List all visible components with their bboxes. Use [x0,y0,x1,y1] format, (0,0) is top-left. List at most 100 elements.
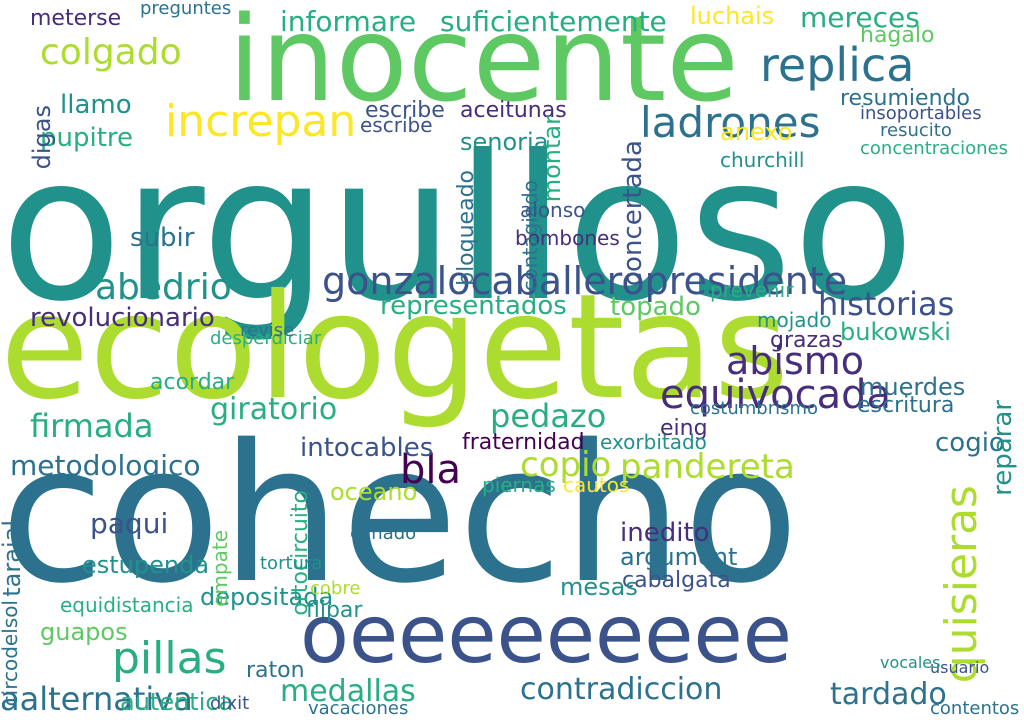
cloud-word: pupitre [40,123,134,153]
cloud-word: dixit [210,693,250,714]
cloud-word: acordar [150,370,235,395]
cloud-word: revise [240,320,295,341]
cloud-word: pandereta [620,447,795,487]
cloud-word: contentos [930,698,1020,719]
cloud-word: giratorio [210,392,338,427]
cloud-word: bukowski [840,318,951,346]
cloud-word: autentica [120,688,234,716]
cloud-word: desperdiciar [210,328,322,349]
cloud-word: ladrones [640,98,821,147]
cloud-word: subir [130,223,195,253]
cloud-word: informare [280,5,417,38]
cloud-word: usuario [930,658,990,677]
cloud-word: reparar [988,400,1018,496]
cloud-word: vacaciones [308,698,409,719]
cloud-word: abedrio [95,267,232,308]
cloud-word: firmada [30,407,154,445]
cloud-word: flipar [306,598,363,623]
cloud-word: oceano [330,478,418,506]
cloud-word: luchais [690,2,775,30]
cloud-word: increpan [165,96,357,147]
cloud-word: quisieras [936,485,987,684]
cloud-word: mesas [560,573,638,601]
cloud-word: representados [380,291,567,321]
cloud-word: empate [208,530,232,607]
cloud-word: tarajal [0,520,26,597]
cloud-word: guapos [40,618,128,646]
cloud-word: orgulloso [0,113,915,346]
cloud-word: aceitunas [460,98,567,123]
cloud-word: gonzalocaballeropresidente [322,259,848,303]
cloud-word: escritura [857,393,955,418]
cloud-word: equidistancia [60,593,194,617]
cloud-word: metodologico [10,449,201,482]
cloud-word: historias [818,285,955,323]
cloud-word: pedazo [490,397,607,435]
cloud-word: tardado [830,677,947,712]
cloud-word: paqui [90,507,169,540]
cloud-word: medallas [280,674,416,709]
cloud-word: meterse [30,6,122,31]
cloud-word: prevenir [710,278,794,302]
cloud-word: fraternidad [462,430,585,455]
cloud-word: escribe [365,98,445,123]
cloud-word: raton [246,658,305,683]
cloud-word: depositada [200,583,334,611]
cloud-word: copio [520,445,612,485]
cloud-word: circodelsol [0,600,22,707]
cloud-word: hagalo [860,23,935,48]
cloud-word: concentraciones [860,138,1008,159]
cloud-word: eing [660,416,708,441]
cloud-word: exorbitado [600,430,707,454]
cloud-word: piernas [482,473,556,497]
cloud-word: colgado [40,32,182,73]
cloud-word: bla [400,447,462,493]
cloud-word: insoportables [860,103,982,124]
cloud-word: muerdes [860,373,966,401]
cloud-word: anexo [720,118,793,146]
cloud-word: alonso [520,198,586,222]
cloud-word: equivocada [660,372,892,418]
cloud-word: mojado [757,308,832,332]
cloud-word: montar [538,115,566,203]
cloud-word: churchill [720,148,805,172]
cloud-word: concertada [618,140,648,287]
cloud-word: llamo [60,90,132,120]
cloud-word: mereces [800,1,920,34]
cloud-word: argument [620,543,738,571]
cloud-word: inocente [228,0,739,128]
cloud-word: cabalgata [622,568,731,593]
cloud-word: vocales [880,653,941,672]
cloud-word: contagiado [518,180,542,292]
cloud-word: topado [610,292,701,322]
cloud-word: escribe [360,113,433,137]
cloud-word: cobre [310,578,361,599]
cloud-word: suficientemente [440,5,667,38]
cloud-word: pillas [112,633,227,684]
cloud-word: cautos [563,473,630,497]
cloud-word: aalternativa [0,680,193,718]
cloud-word: ecologetas [0,263,790,432]
cloud-word: bloqueado [454,170,479,286]
cloud-word: tortura [260,553,323,574]
cloud-word: oeeeeeeeee [300,588,792,681]
cloud-word: contradiccion [520,672,723,707]
cloud-word: cohecho [0,404,800,625]
cloud-word: intocables [300,433,434,463]
cloud-word: replica [760,38,915,92]
cloud-word: revolucionario [30,303,215,333]
cloud-word: cogio [935,428,1005,458]
cloud-word: abismo [726,339,865,383]
cloud-word: inedito [620,518,710,548]
cloud-word: senoria [460,128,549,156]
cloud-word: digas [28,105,56,170]
cloud-word: preguntes [140,0,232,19]
cloud-word: grazas [770,328,843,353]
cloud-word: resucito [880,120,952,141]
cloud-word: resumiendo [840,86,970,111]
cloud-word: bombones [515,226,620,250]
cloud-word: estupenda [82,551,210,579]
cloud-word: cunado [350,523,417,544]
cloud-word: costumbrismo [690,398,819,419]
